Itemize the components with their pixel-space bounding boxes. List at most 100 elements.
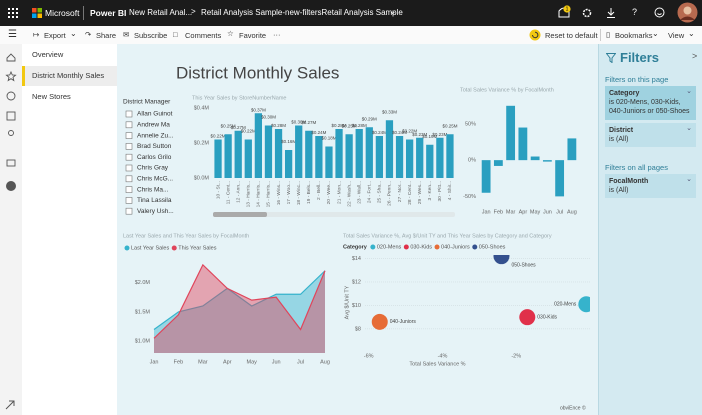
report-dropdown[interactable]: ⌄ [389,6,397,16]
favorites[interactable] [5,70,17,82]
comments[interactable]: Comments [185,31,222,40]
view[interactable]: View [668,31,685,40]
scrollbar-thumb[interactable] [213,212,267,217]
bar [345,134,353,178]
reset-to-default[interactable]: Reset to default [545,31,598,40]
bookmarks-chevron[interactable]: ⌄ [652,29,659,38]
slicer-item: Andrew Ma [137,122,170,129]
filter-chevron[interactable]: ⌄ [686,125,692,132]
slicer-checkbox [125,121,133,129]
share[interactable]: Share [96,31,117,40]
filter-value: is 020-Mens, 030-Kids, 040-Juniors or 05… [609,99,690,115]
y-tick-label: 50% [465,121,476,127]
bar [405,139,414,178]
feedback[interactable] [654,7,665,18]
report-canvas: District Monthly Sales District Manager … [117,44,598,415]
favorite[interactable]: Favorite [239,31,267,40]
slicer-item: Brad Sutton [137,143,172,150]
point-label: 050-Shoes [511,263,536,269]
x-tick-label: Jun [543,209,552,215]
favorite-icon: ☆ [227,29,234,38]
settings[interactable] [582,8,592,18]
app-launcher[interactable] [8,8,18,18]
x-tick-label: Jan [482,209,491,215]
bar [335,129,343,178]
filter-chevron[interactable]: ⌄ [686,88,692,95]
page-tab[interactable]: Overview [32,50,64,59]
area [154,264,325,353]
page-tab[interactable]: New Stores [32,92,71,101]
data-label: $0.19M [422,134,437,139]
slicer-item: Chris McG... [137,176,173,183]
x-tick-label: 29 - Wes... [417,181,423,204]
bar [244,139,252,178]
apps[interactable] [6,111,16,121]
x-tick-label: Mar [198,359,208,365]
x-tick-label: 30 - Pitt... [437,181,443,202]
data-label: $0.25M [342,123,357,128]
filter-card[interactable]: District is (All) ⌄ [605,123,696,147]
more-options[interactable]: ··· [273,30,281,39]
data-label: $0.33M [382,109,397,114]
microsoft-label: Microsoft [45,8,80,18]
report-name[interactable]: Retail Analysis Sample-new-filtersRetail… [201,8,403,17]
bookmarks[interactable]: Bookmarks [615,31,653,40]
nav-rail [0,44,23,415]
legend-label: 050-Shoes [479,244,506,250]
bar [214,139,222,178]
menu-toggle[interactable]: ☰ [8,29,17,40]
expand[interactable] [5,400,15,410]
legend-marker [403,244,409,250]
legend-marker [472,244,478,250]
data-label: $0.22M [402,129,417,134]
notifications[interactable]: 1 [556,5,572,21]
help[interactable]: ? [632,7,638,17]
bar [446,134,454,178]
data-label: $0.27M [231,125,246,130]
filters-title: Filters [620,50,660,65]
filter-card[interactable]: FocalMonth is (All) ⌄ [605,174,696,198]
recent[interactable] [6,91,16,101]
x-tick-label: Apr [519,209,528,215]
workspaces[interactable] [6,181,16,191]
export[interactable]: Export [44,31,66,40]
filter-name: FocalMonth [609,178,649,185]
user-avatar[interactable] [677,2,698,23]
bar [385,120,394,178]
y-tick-label: $0.4M [194,105,210,111]
filter-chevron[interactable]: ⌄ [686,176,692,183]
shared[interactable] [8,130,14,136]
section-title: Filters on this page [605,75,669,84]
legend-label: Last Year Sales [131,245,169,251]
view-chevron[interactable]: ⌄ [688,29,695,38]
y-tick-label: $8 [355,326,361,332]
data-label: $0.37M [251,107,266,112]
collapse-filters[interactable]: > [692,51,698,61]
product-name[interactable]: Power BI [90,8,127,18]
bubble [371,313,388,330]
data-label: $0.23M [412,132,427,137]
share-icon: ↷ [85,30,92,39]
export-chevron[interactable]: ⌄ [70,29,77,38]
learn[interactable] [6,159,16,167]
page-tab[interactable]: District Monthly Sales [22,66,117,86]
filter-name: District [609,127,634,134]
download[interactable] [606,8,616,18]
home[interactable] [6,53,16,62]
divider [600,29,601,41]
slicer-checkbox [125,207,133,215]
workspace-link[interactable]: New Retail Anal... [129,8,193,17]
x-axis-label: Total Sales Variance % [409,361,465,367]
subscribe-icon: ✉ [123,30,130,39]
x-tick-label: May [247,359,258,365]
reset-icon [529,29,541,41]
subscribe[interactable]: Subscribe [134,31,168,40]
data-label: $0.24M [311,130,326,135]
filter-card[interactable]: Category is 020-Mens, 030-Kids, 040-Junio… [605,86,696,120]
bar [305,130,313,178]
bookmarks-icon: ▯ [606,30,611,39]
slicer-checkbox [125,132,133,139]
x-tick-label: 15 - Harris... [266,181,272,207]
legend-marker [171,245,177,251]
y-tick-label: $2.0M [135,280,151,286]
